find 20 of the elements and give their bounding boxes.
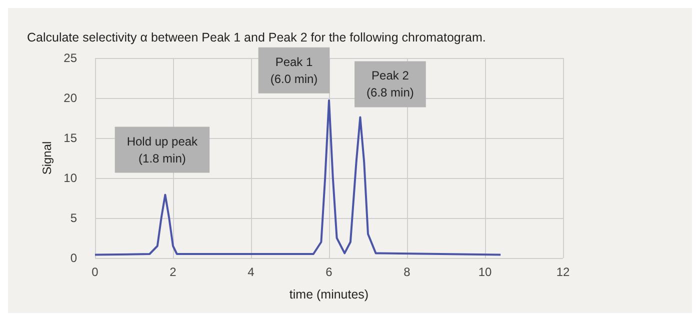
x-tick-label: 6 [326, 265, 333, 279]
y-tick-label: 15 [64, 131, 78, 145]
x-axis-title: time (minutes) [289, 288, 369, 302]
y-tick-label: 20 [64, 91, 78, 105]
x-tick-label: 12 [556, 265, 570, 279]
annotation: Peak 2 (6.8 min) [366, 68, 414, 100]
y-tick-label: 10 [64, 171, 78, 185]
x-tick-label: 2 [170, 265, 177, 279]
y-axis-title: Signal [40, 141, 54, 175]
line-series [94, 99, 502, 256]
x-tick-label: 4 [248, 265, 255, 279]
y-tick-label: 5 [70, 211, 78, 225]
y-tick-label: 0 [70, 251, 78, 265]
x-tick-label: 10 [478, 265, 492, 279]
chart-title: Calculate selectivity α between Peak 1 and Peak 2 for the following chromatogram. [27, 30, 486, 44]
y-tick-label: 25 [64, 51, 78, 65]
x-tick-label: 8 [404, 265, 411, 279]
annotation: Hold up peak (1.8 min) [126, 134, 199, 166]
annotation: Peak 1 (6.0 min) [270, 54, 318, 86]
x-tick-label: 0 [92, 265, 99, 279]
